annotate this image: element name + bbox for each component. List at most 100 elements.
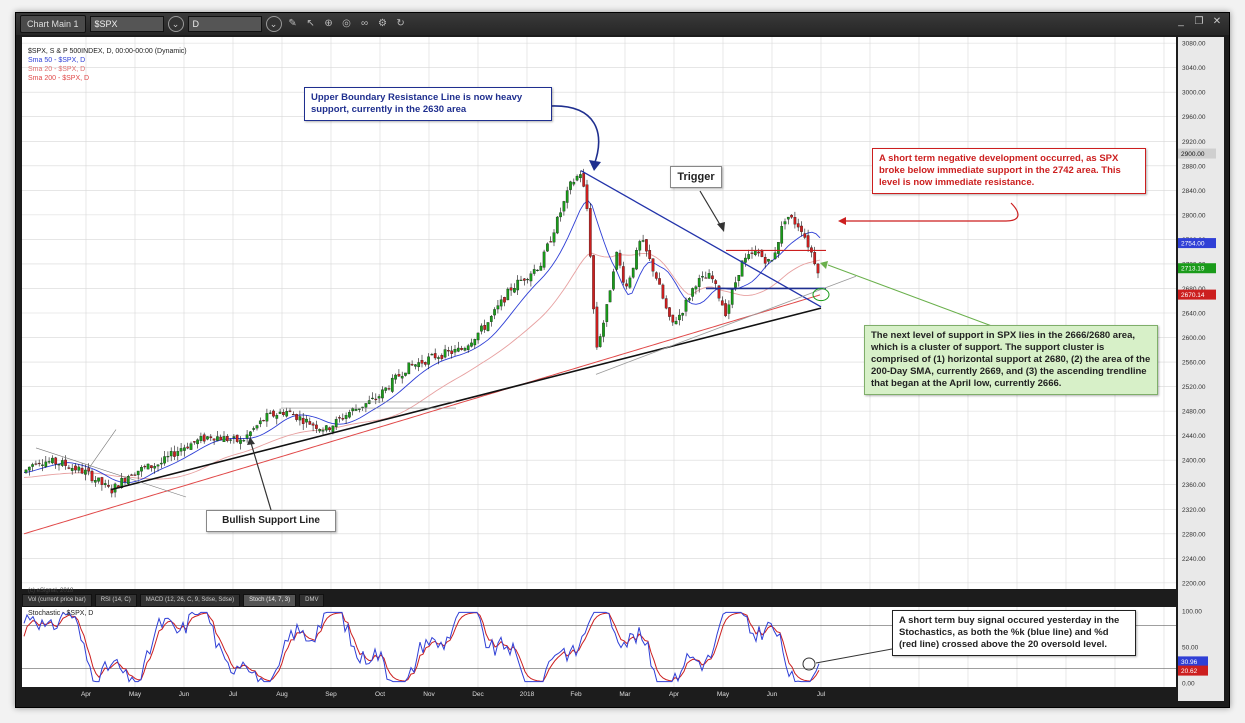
candle — [41, 459, 44, 472]
candle — [123, 476, 127, 485]
price-chart[interactable]: 3080.00 3040.00 3000.00 2960.00 2920.00 2880.… — [16, 13, 1229, 707]
early-channel-line — [35, 447, 187, 498]
candle-body — [476, 332, 480, 341]
candle — [341, 413, 345, 421]
candle — [130, 473, 133, 476]
candle — [635, 247, 638, 271]
candle — [268, 410, 272, 415]
close-icon[interactable]: ✕ — [1212, 16, 1222, 27]
price-tag-label: 2670.14 — [1181, 292, 1205, 299]
candle-body — [377, 396, 381, 399]
candle-body — [460, 347, 463, 350]
tab-stoch[interactable]: Stoch (14, 7, 3) — [243, 594, 297, 607]
period-input[interactable]: D — [187, 16, 262, 32]
refresh-icon[interactable]: ↻ — [396, 18, 405, 29]
candle-body — [301, 417, 305, 424]
candle-body — [64, 459, 67, 466]
candle — [767, 258, 770, 265]
candle — [285, 407, 289, 418]
candle — [460, 345, 463, 351]
tab-rsi[interactable]: RSI (14, C) — [94, 594, 137, 607]
candle-body — [480, 325, 483, 332]
candle-body — [786, 216, 790, 220]
candle-body — [707, 273, 711, 279]
tab-macd[interactable]: MACD (12, 26, C, 9, Sdse, Sdse) — [139, 594, 241, 607]
candle-body — [473, 339, 477, 346]
candle — [641, 234, 645, 243]
candle — [252, 426, 256, 432]
candle-body — [816, 263, 820, 274]
stoch-tag — [1178, 656, 1208, 667]
cursor-icon[interactable]: ↖ — [306, 18, 315, 29]
candle — [704, 271, 708, 279]
candle-body — [486, 322, 490, 331]
candle-body — [598, 336, 602, 347]
candle-body — [588, 208, 592, 257]
x-tick-label: 2018 — [520, 691, 535, 698]
note-next-support: The next level of support in SPX lies in… — [864, 325, 1158, 395]
candle-body — [381, 389, 384, 399]
candle — [384, 387, 388, 394]
period-options-icon[interactable]: ⌄ — [265, 16, 282, 32]
candle-body — [546, 243, 549, 252]
zoom-icon[interactable]: ◎ — [342, 18, 351, 29]
candle — [239, 436, 242, 450]
candle — [410, 360, 414, 366]
candle — [232, 434, 236, 444]
candle-body — [760, 251, 764, 257]
candle — [183, 444, 186, 457]
candle — [549, 236, 553, 243]
candle-body — [793, 217, 797, 225]
x-tick-label: Dec — [472, 691, 484, 698]
stoch-tag — [1178, 665, 1208, 676]
candle-body — [780, 226, 784, 244]
restore-icon[interactable]: ❐ — [1194, 16, 1204, 27]
candle-body — [291, 414, 295, 416]
y-tick-label: 3000.00 — [1182, 90, 1206, 97]
symbol-input[interactable]: $SPX — [89, 16, 164, 32]
candle — [433, 348, 437, 361]
arrow-bullish-support — [250, 442, 272, 511]
minimize-icon[interactable]: _ — [1178, 16, 1184, 27]
candle — [27, 466, 31, 476]
candle-body — [783, 221, 787, 225]
candle — [348, 409, 351, 419]
candle-body — [364, 403, 368, 408]
candle — [229, 438, 232, 444]
candle-body — [93, 480, 97, 483]
candle-body — [57, 464, 61, 466]
candle — [476, 332, 480, 344]
candle — [615, 251, 619, 272]
crosshair-icon[interactable]: ⊕ — [324, 18, 333, 29]
ascending-trendline — [595, 275, 857, 375]
draw-pencil-icon[interactable]: ✎ — [288, 18, 297, 29]
candle-body — [344, 415, 348, 419]
chart-tab[interactable]: Chart Main 1 — [20, 15, 86, 33]
candle — [169, 447, 173, 462]
candle-body — [427, 356, 430, 365]
candle-body — [387, 388, 391, 390]
symbol-options-icon[interactable]: ⌄ — [167, 16, 184, 32]
tab-volume[interactable]: Vol (current price bar) — [22, 594, 92, 607]
candle — [509, 283, 513, 296]
candle — [357, 408, 361, 413]
candle-body — [202, 434, 206, 442]
link-icon[interactable]: ∞ — [360, 18, 369, 29]
candle-body — [483, 325, 487, 330]
price-axis — [1178, 37, 1224, 701]
candle — [417, 358, 421, 372]
x-tick-label: Jun — [767, 691, 778, 698]
tab-dmv[interactable]: DMV — [299, 594, 325, 607]
price-tag — [1178, 263, 1216, 274]
settings-icon[interactable]: ⚙ — [378, 18, 388, 29]
candle-body — [394, 374, 397, 380]
candle — [222, 431, 226, 443]
candle-body — [77, 466, 81, 471]
stoch-d-line — [23, 612, 820, 682]
candle-body — [420, 360, 424, 364]
candle-body — [694, 286, 698, 290]
note-upper-boundary: Upper Boundary Resistance Line is now he… — [304, 87, 552, 121]
candle — [486, 322, 490, 332]
candle — [301, 412, 305, 430]
candle — [60, 457, 64, 468]
